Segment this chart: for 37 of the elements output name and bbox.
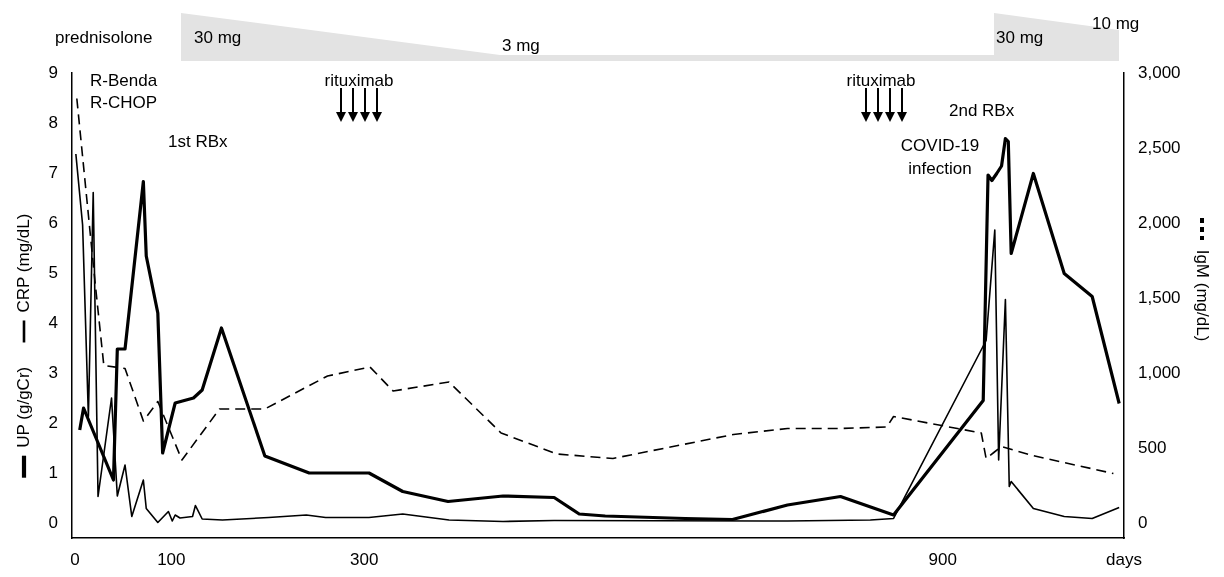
text: 3 mg: [502, 35, 540, 57]
annotation: R-CHOP: [90, 92, 158, 114]
y2-tick-label: 1,500: [1138, 287, 1181, 307]
y-tick-label: 2: [48, 412, 58, 432]
y2-tick-label: 1,000: [1138, 362, 1181, 382]
text: 10 mg: [1092, 13, 1140, 35]
annotation: COVID-19 infection: [900, 135, 980, 180]
y-tick-label: 5: [48, 262, 58, 282]
y2-tick-label: 0: [1138, 512, 1148, 532]
x-tick-label: 100: [157, 549, 186, 569]
y-tick-label: 3: [48, 362, 58, 382]
annotation: R-Benda: [90, 70, 158, 92]
y-tick-label: 1: [48, 462, 58, 482]
annotation: 2nd RBx: [949, 100, 1015, 122]
y2-tick-label: 2,000: [1138, 212, 1181, 232]
text: CRP (mg/dL): [13, 213, 33, 313]
y-tick-label: 4: [48, 312, 58, 332]
y-tick-label: 6: [48, 212, 58, 232]
annotation: rituximab: [846, 70, 916, 92]
x-tick-label: 0: [70, 549, 80, 569]
y2-tick-label: 500: [1138, 437, 1167, 457]
y2-tick-label: 3,000: [1138, 62, 1181, 82]
x-tick-label: 900: [928, 549, 957, 569]
y-tick-label: 9: [48, 62, 58, 82]
text: 30 mg: [996, 27, 1044, 49]
y2-tick-label: 2,500: [1138, 137, 1181, 157]
text: 30 mg: [194, 27, 242, 49]
y-tick-label: 7: [48, 162, 58, 182]
text: UP (g/gCr): [13, 366, 33, 448]
y2-axis-title: IgM (mg/dL): [1193, 249, 1213, 342]
y-tick-label: 8: [48, 112, 58, 132]
annotation: 1st RBx: [168, 131, 228, 153]
annotation: rituximab: [324, 70, 394, 92]
text: prednisolone: [55, 27, 153, 49]
x-tick-label: 300: [349, 549, 379, 569]
x-axis-title: days: [1106, 550, 1142, 570]
y-tick-label: 0: [48, 512, 58, 532]
